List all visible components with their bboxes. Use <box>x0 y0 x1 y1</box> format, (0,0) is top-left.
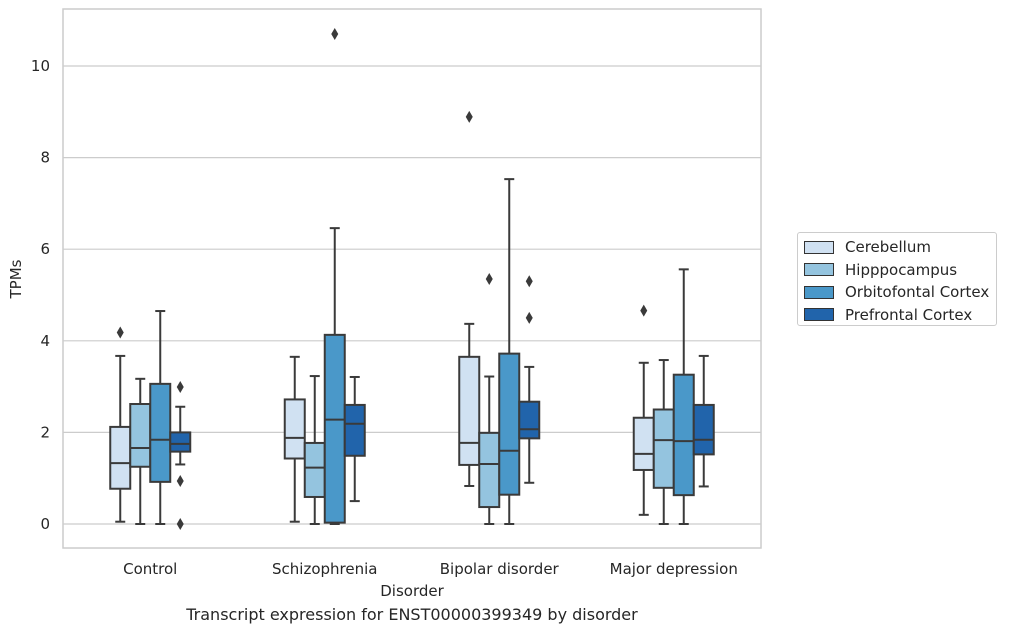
outlier-point <box>465 110 473 123</box>
x-tick-label: Schizophrenia <box>272 560 377 578</box>
x-tick-label: Bipolar disorder <box>440 560 560 578</box>
legend-label: Hipppocampus <box>845 260 958 279</box>
box-group <box>283 355 306 523</box>
outlier-point <box>640 304 648 317</box>
box-group <box>343 375 366 503</box>
y-tick-label: 0 <box>40 515 50 533</box>
x-tick-label: Major depression <box>610 560 738 578</box>
box <box>458 355 481 466</box>
legend-swatch <box>804 285 834 299</box>
box <box>652 408 675 489</box>
x-axis-label: Disorder <box>380 582 444 600</box>
outlier-point <box>525 311 533 324</box>
box-group <box>632 304 655 516</box>
y-tick-label: 4 <box>40 332 50 350</box>
legend-label: Prefrontal Cortex <box>845 305 973 324</box>
outlier-point <box>485 272 493 285</box>
box-group <box>109 326 132 523</box>
legend-item: Orbitofontal Cortex <box>804 281 996 304</box>
tick-labels: 0 2 4 6 8 10 Control Schizophrenia Bipolar disor… <box>31 57 738 578</box>
box <box>343 403 366 457</box>
legend-item: Hipppocampus <box>804 259 996 282</box>
box <box>672 373 695 497</box>
box <box>129 403 152 468</box>
box-group <box>303 375 326 525</box>
box-group <box>169 381 192 530</box>
box-group <box>458 110 481 487</box>
box-group <box>692 354 715 488</box>
legend-swatch <box>804 308 834 322</box>
box-group <box>498 178 521 525</box>
box-group <box>672 268 695 525</box>
box-group <box>652 359 675 525</box>
box <box>109 425 132 490</box>
outlier-point <box>176 381 184 394</box>
x-tick-label: Control <box>123 560 177 578</box>
legend-item: Cerebellum <box>804 236 996 259</box>
box <box>149 382 172 483</box>
box-group <box>129 377 152 525</box>
legend-swatch <box>804 240 834 254</box>
box <box>283 398 306 460</box>
legend-swatch <box>804 263 834 277</box>
box <box>323 333 346 524</box>
legend-label: Cerebellum <box>845 238 931 257</box>
box-group <box>518 275 541 484</box>
box <box>518 400 541 440</box>
box <box>478 431 501 509</box>
boxes <box>109 27 715 530</box>
plot-frame <box>62 8 762 549</box>
box-group <box>323 27 346 525</box>
y-tick-label: 2 <box>40 423 50 441</box>
y-axis-label: TPMs <box>7 259 25 299</box>
figure-caption: Transcript expression for ENST0000039934… <box>186 605 638 624</box>
legend-item: Prefrontal Cortex <box>804 304 996 327</box>
y-tick-label: 8 <box>40 149 50 167</box>
outlier-point <box>176 518 184 530</box>
box <box>632 416 655 471</box>
box <box>498 352 521 496</box>
y-tick-label: 6 <box>40 240 50 258</box>
box-group <box>149 310 172 525</box>
box-group <box>478 272 501 525</box>
box <box>169 431 192 453</box>
outlier-point <box>331 27 339 40</box>
y-tick-label: 10 <box>31 57 50 75</box>
box <box>692 403 715 456</box>
outlier-point <box>176 474 184 487</box>
legend: Cerebellum Hipppocampus Orbitofontal Corte… <box>797 232 997 326</box>
outlier-point <box>525 275 533 288</box>
outlier-point <box>116 326 124 339</box>
legend-label: Orbitofontal Cortex <box>845 283 990 302</box>
box <box>303 441 326 498</box>
